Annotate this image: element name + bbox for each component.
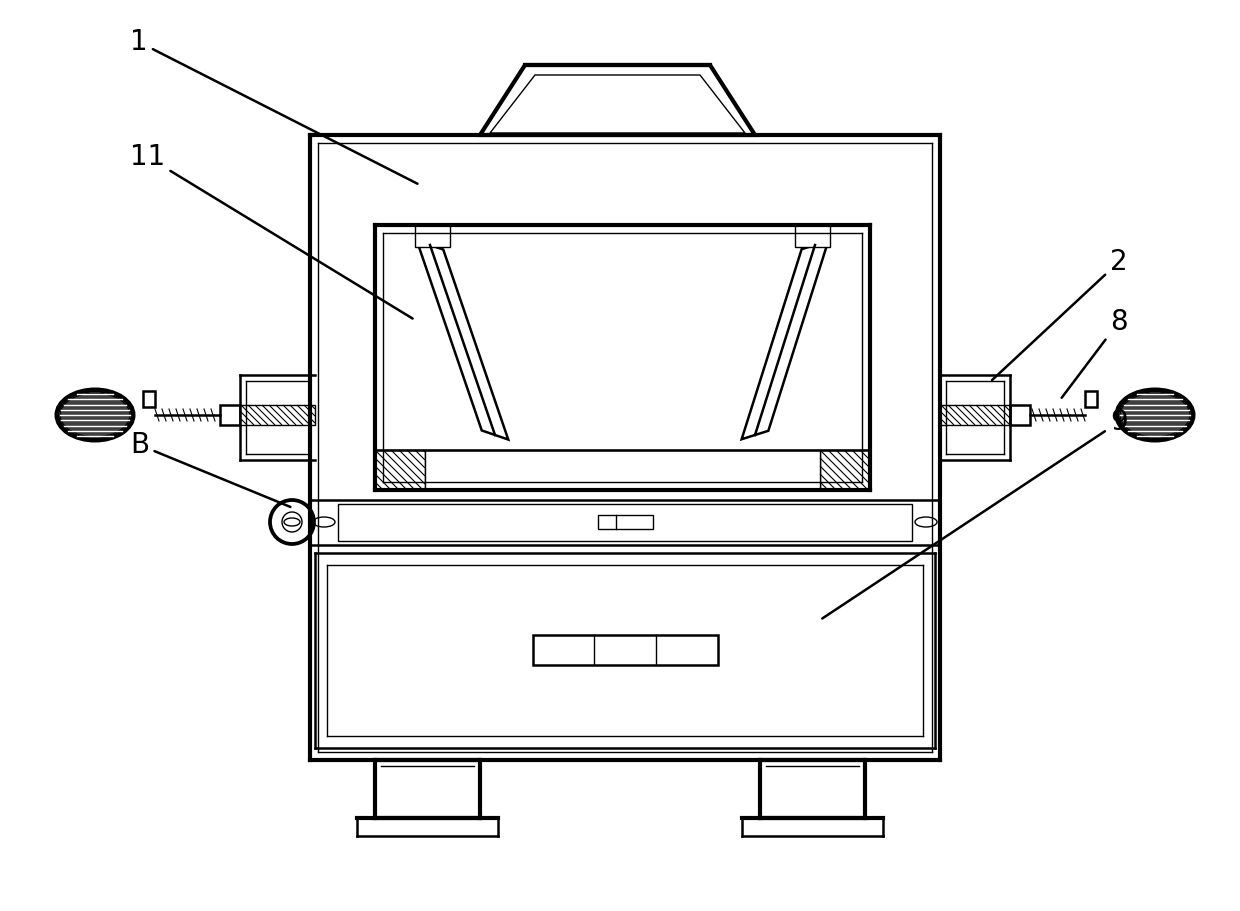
Ellipse shape: [1120, 393, 1190, 437]
Bar: [598, 515, 653, 529]
Bar: [425, 450, 820, 490]
Bar: [339, 504, 911, 541]
Text: 9: 9: [822, 408, 1127, 619]
Text: 1: 1: [130, 28, 418, 184]
Polygon shape: [417, 241, 508, 439]
Bar: [820, 450, 870, 490]
Text: B: B: [130, 431, 290, 507]
Bar: [1085, 391, 1097, 407]
Bar: [415, 225, 450, 247]
Bar: [795, 225, 830, 247]
Bar: [940, 405, 1011, 425]
Ellipse shape: [60, 393, 130, 437]
Bar: [219, 405, 241, 425]
Text: 8: 8: [1061, 308, 1127, 398]
Bar: [533, 635, 718, 665]
Polygon shape: [742, 241, 828, 439]
Bar: [143, 391, 155, 407]
Bar: [374, 450, 425, 490]
Text: 2: 2: [992, 248, 1127, 380]
Bar: [241, 405, 315, 425]
Bar: [1011, 405, 1030, 425]
Text: 11: 11: [130, 143, 413, 319]
